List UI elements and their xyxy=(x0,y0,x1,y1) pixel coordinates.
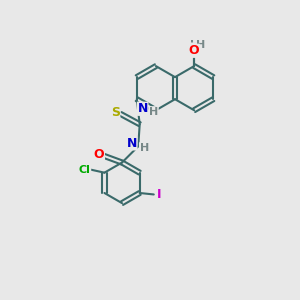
Text: O: O xyxy=(189,44,200,57)
Text: N: N xyxy=(137,102,148,115)
Text: H: H xyxy=(149,107,158,117)
Text: Cl: Cl xyxy=(79,165,91,175)
Text: H: H xyxy=(190,40,199,50)
Text: N: N xyxy=(127,137,137,150)
Text: O: O xyxy=(189,43,200,56)
Text: I: I xyxy=(157,188,161,201)
Text: O: O xyxy=(94,148,104,161)
Text: S: S xyxy=(111,106,120,119)
Text: H: H xyxy=(196,40,205,50)
Text: H: H xyxy=(140,143,149,153)
